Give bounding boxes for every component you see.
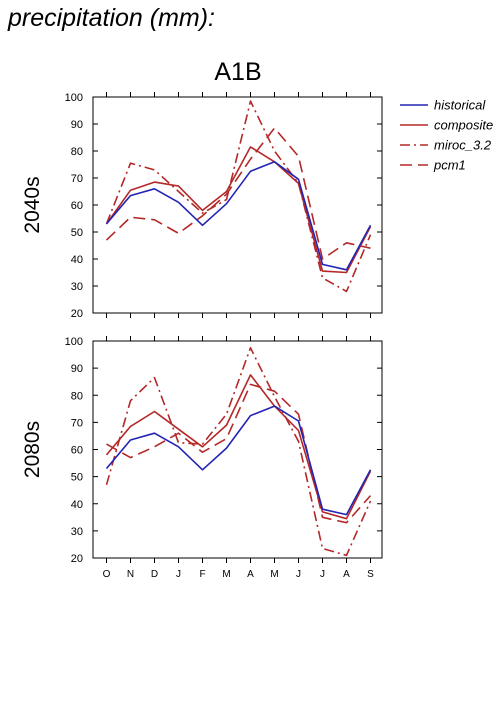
series-line-historical: [105, 405, 372, 516]
panel-frame: [92, 96, 383, 314]
panel-frame: [92, 340, 383, 559]
series-line-pcm1: [106, 383, 372, 524]
y-tick-label: 60: [71, 445, 83, 457]
legend-label: historical: [434, 98, 486, 113]
x-tick-label: A: [247, 569, 254, 580]
panel-row-label: 2040s: [21, 176, 44, 233]
panel-2040s: 20 30 40 50 60 70 80 90 100 2040s: [21, 92, 383, 320]
series-line-composite: [105, 374, 372, 520]
y-tick-label: 50: [71, 227, 83, 239]
panel-row-label: 2080s: [21, 421, 44, 478]
y-tick-label: 30: [71, 281, 83, 293]
x-tick-label: J: [296, 569, 301, 580]
x-tick-label: J: [320, 569, 325, 580]
y-tick-label: 40: [71, 499, 83, 511]
y-tick-label: 60: [71, 200, 83, 212]
series-line-composite: [105, 146, 372, 274]
y-tick-label: 80: [71, 146, 83, 158]
x-tick-label: M: [270, 569, 278, 580]
y-tick-label: 70: [71, 173, 83, 185]
y-tick-label: 70: [71, 417, 83, 429]
y-tick-label: 100: [65, 92, 83, 104]
y-tick-label: 20: [71, 553, 83, 565]
x-tick-label: A: [343, 569, 350, 580]
x-tick-label: M: [222, 569, 230, 580]
x-tick-label: D: [151, 569, 158, 580]
legend-label: pcm1: [433, 158, 466, 173]
panel-2080s: 20 30 40 50 60 70 80 90 100 O N D J F M A M J J A S 2080s: [21, 336, 383, 580]
legend-label: composite: [434, 118, 493, 133]
x-tick-label: N: [127, 569, 134, 580]
y-tick-label: 20: [71, 308, 83, 320]
scenario-label: A1B: [214, 58, 261, 86]
series-line-miroc-3-2: [105, 100, 372, 293]
series-line-miroc-3-2: [105, 346, 372, 557]
y-tick-label: 80: [71, 390, 83, 402]
y-tick-label: 100: [65, 336, 83, 348]
x-tick-label: J: [176, 569, 181, 580]
y-tick-label: 90: [71, 119, 83, 131]
legend-label: miroc_3.2: [434, 138, 492, 153]
y-tick-label: 50: [71, 472, 83, 484]
chart-panels: 20 30 40 50 60 70 80 90 100 2040s 20 30 40 50 60 70 80 90…: [21, 92, 383, 580]
y-tick-label: 30: [71, 526, 83, 538]
x-tick-label: O: [103, 569, 111, 580]
y-tick-label: 90: [71, 363, 83, 375]
chart-legend: historical composite miroc_3.2 pcm1: [400, 98, 493, 173]
x-tick-label: S: [367, 569, 374, 580]
y-tick-label: 40: [71, 254, 83, 266]
series-line-historical: [105, 161, 372, 271]
page-title: precipitation (mm):: [8, 4, 215, 32]
series-line-pcm1: [105, 127, 371, 260]
x-tick-label: F: [199, 569, 205, 580]
